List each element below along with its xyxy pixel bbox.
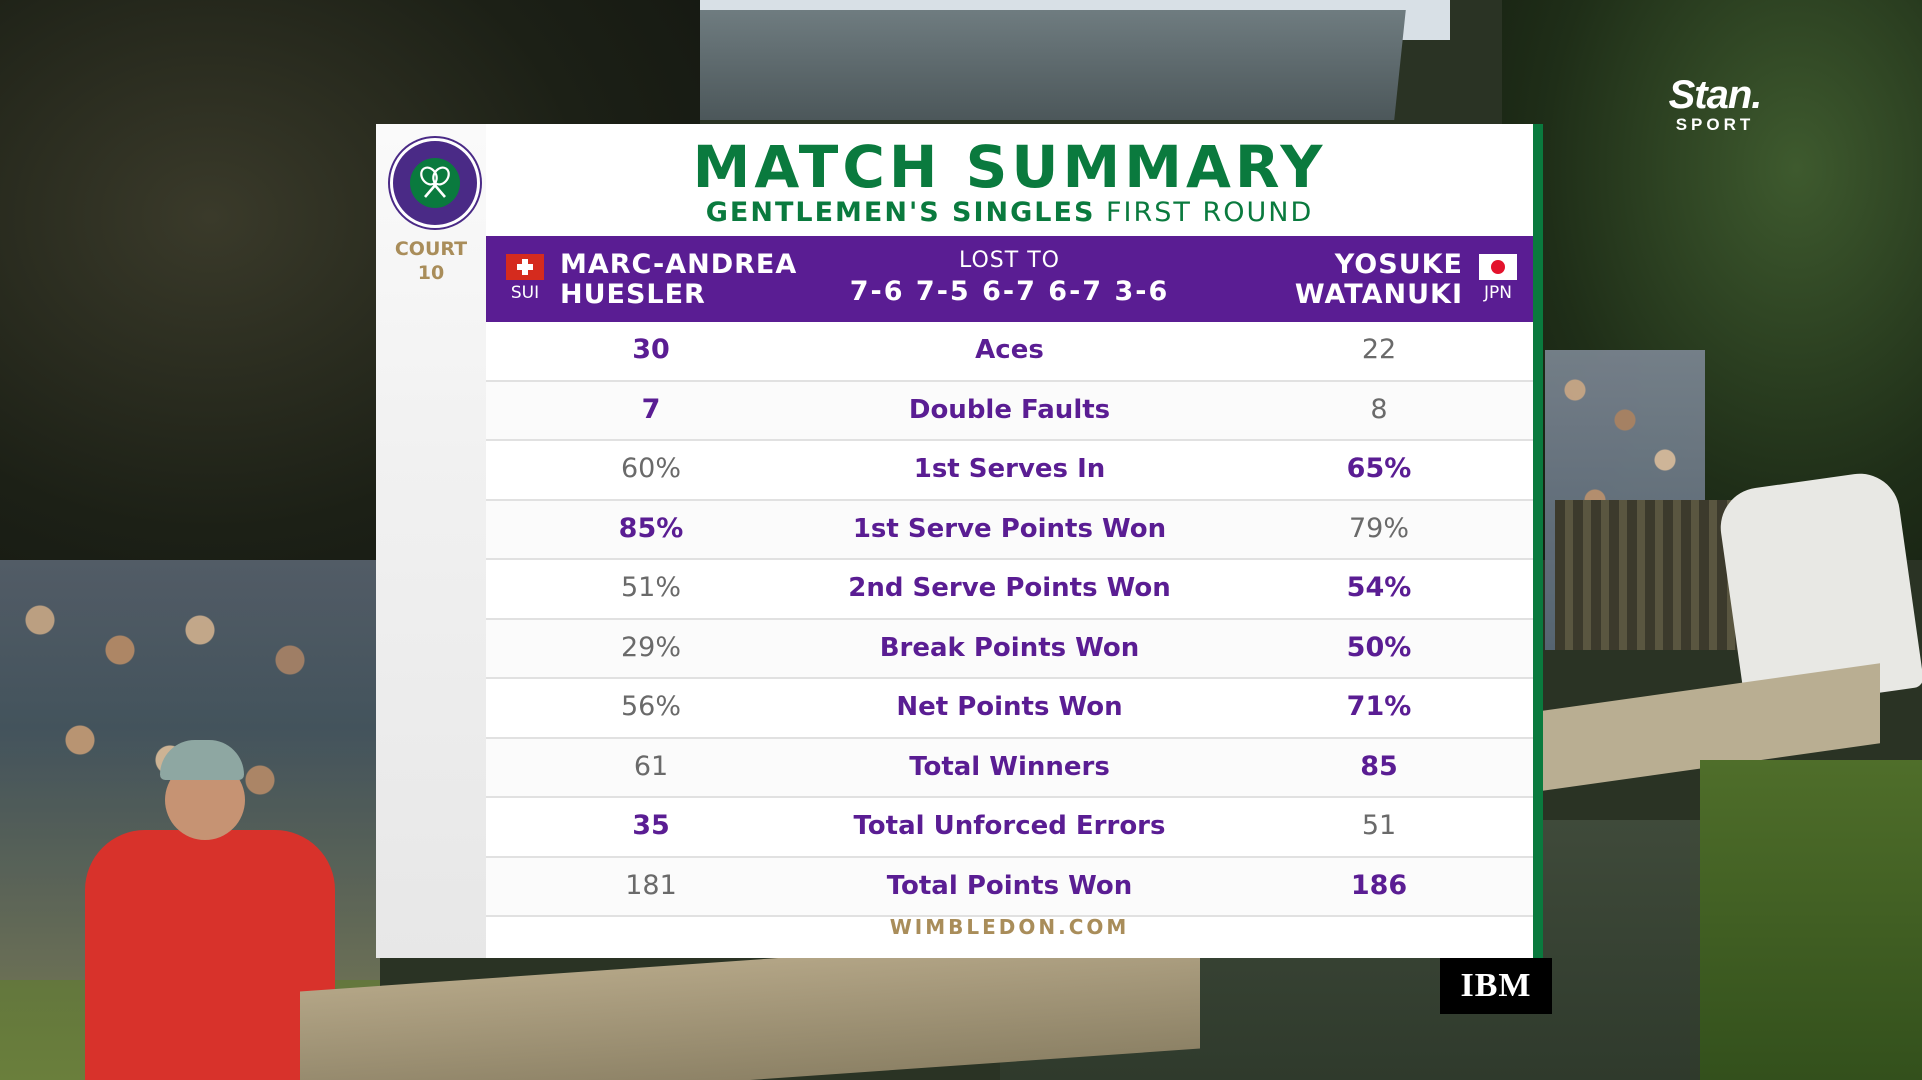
- court-number: 10: [417, 262, 445, 284]
- event-name: GENTLEMEN'S SINGLES: [705, 197, 1096, 228]
- stat-player1-value: 35: [632, 810, 670, 841]
- stat-label: Aces: [975, 335, 1044, 365]
- stat-player2-value: 85: [1360, 750, 1398, 782]
- stat-player1-value: 61: [633, 750, 669, 782]
- stat-player1-value: 51%: [620, 572, 681, 603]
- stat-player2-value: 65%: [1346, 453, 1412, 484]
- stat-label: 1st Serve Points Won: [852, 513, 1167, 544]
- spectator-red-shirt: [85, 830, 335, 1080]
- player2-block: YOSUKE WATANUKI JPN: [1295, 250, 1519, 310]
- stat-label: Total Points Won: [886, 870, 1133, 901]
- stat-label: Total Unforced Errors: [853, 811, 1166, 841]
- stan-wordmark: Stan.: [1668, 73, 1763, 117]
- stat-player1-value: 30: [632, 334, 670, 365]
- stat-label: 2nd Serve Points Won: [848, 573, 1171, 603]
- stat-player2-value: 71%: [1346, 691, 1412, 722]
- court-indicator: COURT 10: [376, 237, 486, 285]
- stat-player1-value: 7: [641, 393, 661, 425]
- stat-row: 61 Total Winners 85: [486, 738, 1533, 798]
- stat-player2-value: 51: [1361, 810, 1397, 841]
- stat-player2-value: 22: [1361, 334, 1397, 365]
- player1-block: SUI MARC-ANDREA HUESLER: [504, 250, 797, 310]
- panel-title: MATCH SUMMARY: [692, 133, 1327, 201]
- panel-subtitle: GENTLEMEN'S SINGLES FIRST ROUND: [486, 196, 1533, 230]
- stat-row: 29% Break Points Won 50%: [486, 619, 1533, 679]
- player2-first-name: YOSUKE: [1334, 249, 1463, 280]
- stat-player2-value: 8: [1370, 393, 1388, 425]
- stat-player1-value: 60%: [620, 453, 681, 484]
- player2-country: JPN: [1484, 283, 1512, 303]
- stat-row: 51% 2nd Serve Points Won 54%: [486, 560, 1533, 620]
- stat-row: 60% 1st Serves In 65%: [486, 441, 1533, 501]
- stat-label: 1st Serves In: [913, 454, 1106, 484]
- stat-label: Total Winners: [909, 751, 1110, 782]
- stat-label: Break Points Won: [879, 632, 1140, 663]
- stat-player1-value: 85%: [618, 512, 684, 544]
- switzerland-flag-icon: [506, 254, 544, 280]
- stats-table: 30 Aces 22 7 Double Faults 8 60% 1st Serves In 6…: [486, 322, 1533, 917]
- panel-sidebar: COURT 10: [376, 124, 486, 958]
- stan-sport-label: SPORT: [1675, 115, 1755, 134]
- stat-label: Net Points Won: [896, 692, 1123, 722]
- player1-last-name: HUESLER: [560, 279, 706, 310]
- result-text: LOST TO: [959, 248, 1060, 273]
- player1-first-name: MARC-ANDREA: [560, 249, 798, 280]
- match-result: LOST TO 7-6 7-5 6-7 6-7 3-6: [746, 246, 1273, 308]
- stat-player2-value: 54%: [1346, 572, 1412, 603]
- stat-row: 30 Aces 22: [486, 322, 1533, 382]
- plants: [1700, 760, 1922, 1080]
- court-label: COURT: [394, 238, 468, 260]
- stat-player2-value: 186: [1350, 869, 1408, 901]
- stadium-roof: [634, 10, 1406, 120]
- spectator-cap: [160, 740, 244, 780]
- stat-row: 35 Total Unforced Errors 51: [486, 798, 1533, 858]
- stat-player1-value: 56%: [620, 691, 681, 722]
- players-header: SUI MARC-ANDREA HUESLER LOST TO 7-6 7-5 …: [486, 236, 1533, 322]
- stan-sport-logo: Stan. SPORT: [1655, 75, 1775, 135]
- stat-row: 181 Total Points Won 186: [486, 857, 1533, 917]
- set-scores: 7-6 7-5 6-7 6-7 3-6: [849, 276, 1170, 307]
- stat-player2-value: 50%: [1346, 631, 1412, 663]
- player2-last-name: WATANUKI: [1294, 279, 1463, 310]
- crossed-rackets-icon: [420, 166, 450, 198]
- stat-row: 85% 1st Serve Points Won 79%: [486, 500, 1533, 560]
- player1-country: SUI: [510, 283, 540, 303]
- japan-flag-icon: [1479, 254, 1517, 280]
- stat-label: Double Faults: [908, 394, 1111, 425]
- ibm-logo: IBM: [1440, 958, 1552, 1014]
- panel-main: MATCH SUMMARY GENTLEMEN'S SINGLES FIRST …: [486, 124, 1533, 958]
- round-name: FIRST ROUND: [1106, 197, 1314, 228]
- stat-player1-value: 181: [625, 869, 677, 901]
- stat-player2-value: 79%: [1348, 512, 1409, 544]
- stat-row: 7 Double Faults 8: [486, 381, 1533, 441]
- panel-green-edge: [1533, 124, 1543, 958]
- stat-row: 56% Net Points Won 71%: [486, 679, 1533, 739]
- wimbledon-emblem-icon: [390, 138, 480, 228]
- stat-player1-value: 29%: [620, 631, 681, 663]
- match-summary-panel: COURT 10 MATCH SUMMARY GENTLEMEN'S SINGL…: [376, 124, 1543, 958]
- site-url: WIMBLEDON.COM: [889, 915, 1130, 939]
